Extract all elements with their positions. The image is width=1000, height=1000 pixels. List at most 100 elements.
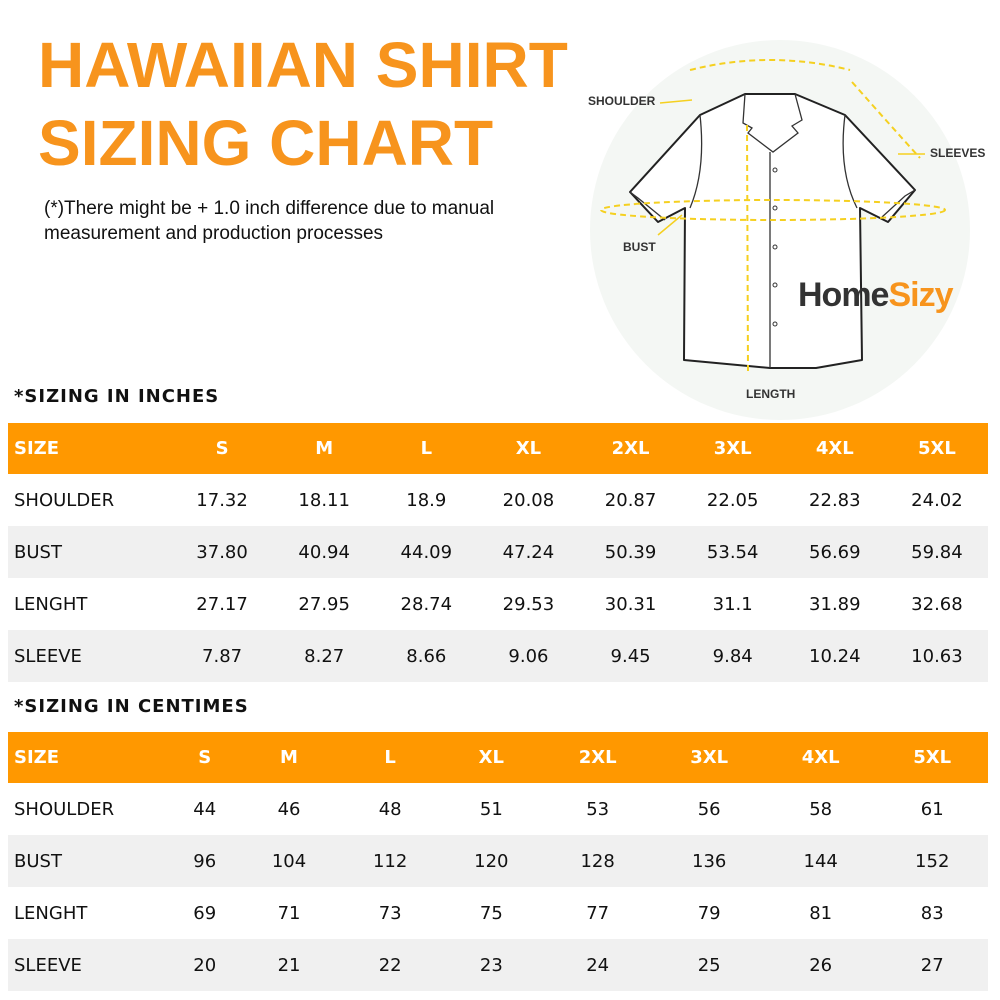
- table-cell: 69: [193, 902, 217, 924]
- table-row: BUST 37.80 40.94 44.09 47.24 50.39 53.54 56.69 5…: [8, 526, 988, 578]
- homesizy-logo: HomeSizy: [798, 276, 954, 314]
- header-size: SIZE: [8, 732, 171, 783]
- table-cell: 27.17: [196, 593, 248, 615]
- table-row: LENGHT 69 71 73 75 77 79 81 83: [8, 887, 988, 939]
- table-cell: 44.09: [375, 526, 478, 578]
- table-cell: 20: [171, 939, 239, 991]
- table-cell: 30.31: [604, 593, 657, 615]
- row-label: SLEEVE: [8, 630, 171, 682]
- table-cell: 120: [440, 835, 542, 887]
- table-cell: 59.84: [885, 526, 988, 578]
- table-cell: 48: [378, 798, 402, 820]
- table-cell: 136: [653, 835, 765, 887]
- header-xl: XL: [477, 423, 580, 474]
- centimeters-table: SIZE S M L XL 2XL 3XL 4XL 5XL SHOULDER 44 46 48 51 53…: [8, 732, 988, 991]
- table-cell: 51: [479, 798, 503, 820]
- table-cell: 152: [876, 835, 988, 887]
- length-label: LENGTH: [746, 387, 796, 401]
- table-cell: 81: [809, 902, 833, 924]
- table-cell: 9.06: [477, 630, 580, 682]
- table-cell: 75: [479, 902, 503, 924]
- measurement-note: (*)There might be + 1.0 inch difference …: [44, 198, 495, 244]
- table-cell: 47.24: [477, 526, 580, 578]
- table-cell: 53: [586, 798, 610, 820]
- table-cell: 56.69: [783, 526, 886, 578]
- table-cell: 96: [171, 835, 239, 887]
- table-cell: 27.95: [298, 593, 350, 615]
- table-cell: 50.39: [579, 526, 682, 578]
- table-cell: 79: [697, 902, 721, 924]
- row-label: BUST: [8, 526, 171, 578]
- table-cell: 9.45: [579, 630, 682, 682]
- header-5xl: 5XL: [885, 423, 988, 474]
- row-label: SHOULDER: [14, 798, 115, 820]
- table-cell: 46: [277, 798, 301, 820]
- table-cell: 20.87: [604, 489, 657, 511]
- table-cell: 22: [339, 939, 441, 991]
- row-label: BUST: [8, 835, 171, 887]
- table-cell: 17.32: [196, 489, 248, 511]
- header-size: SIZE: [8, 423, 171, 474]
- table-row: SHOULDER 44 46 48 51 53 56 58 61: [8, 783, 988, 835]
- table-cell: 128: [541, 835, 654, 887]
- table-cell: 27: [876, 939, 988, 991]
- table-cell: 24: [541, 939, 654, 991]
- table-cell: 37.80: [171, 526, 274, 578]
- header-3xl: 3XL: [681, 423, 784, 474]
- header-l: L: [375, 423, 478, 474]
- table-row: SLEEVE 20 21 22 23 24 25 26 27: [8, 939, 988, 991]
- table-cell: 32.68: [911, 593, 963, 615]
- header-5xl: 5XL: [876, 732, 988, 783]
- shoulder-label: SHOULDER: [588, 94, 656, 108]
- table-cell: 73: [378, 902, 402, 924]
- table-cell: 24.02: [911, 489, 963, 511]
- table-cell: 77: [586, 902, 610, 924]
- table-cell: 10.63: [885, 630, 988, 682]
- table-cell: 20.08: [502, 489, 555, 511]
- table-cell: 61: [920, 798, 944, 820]
- table-cell: 22.05: [706, 489, 759, 511]
- header-l: L: [339, 732, 441, 783]
- table-cell: 53.54: [681, 526, 784, 578]
- table-cell: 23: [440, 939, 542, 991]
- header-m: M: [273, 423, 376, 474]
- table-cell: 10.24: [783, 630, 886, 682]
- table-cell: 104: [238, 835, 340, 887]
- row-label: LENGHT: [14, 593, 88, 615]
- header-m: M: [238, 732, 340, 783]
- table-cell: 31.1: [712, 593, 753, 615]
- table-cell: 9.84: [681, 630, 784, 682]
- table-cell: 112: [339, 835, 441, 887]
- table-header-row: SIZE S M L XL 2XL 3XL 4XL 5XL: [8, 423, 988, 474]
- table-cell: 8.27: [273, 630, 376, 682]
- row-label: LENGHT: [14, 902, 88, 924]
- title-line-2: SIZING CHART: [38, 107, 494, 179]
- table-row: SHOULDER 17.32 18.11 18.9 20.08 20.87 22.05 22.…: [8, 474, 988, 526]
- table-cell: 26: [764, 939, 877, 991]
- table-cell: 8.66: [375, 630, 478, 682]
- table-cell: 144: [764, 835, 877, 887]
- table-row: BUST 96 104 112 120 128 136 144 152: [8, 835, 988, 887]
- table-cell: 18.9: [406, 489, 447, 511]
- row-label: SHOULDER: [14, 489, 115, 511]
- table-cell: 29.53: [502, 593, 555, 615]
- table-row: LENGHT 27.17 27.95 28.74 29.53 30.31 31.1 31.89…: [8, 578, 988, 630]
- table-cell: 58: [809, 798, 833, 820]
- title-line-1: HAWAIIAN SHIRT: [38, 29, 568, 101]
- sleeves-label: SLEEVES: [930, 146, 986, 160]
- table-cell: 44: [193, 798, 217, 820]
- inches-table: SIZE S M L XL 2XL 3XL 4XL 5XL SHOULDER 17.32 18.11…: [8, 423, 988, 682]
- table-cell: 40.94: [273, 526, 376, 578]
- table-cell: 22.83: [809, 489, 861, 511]
- header-2xl: 2XL: [541, 732, 654, 783]
- table-cell: 21: [238, 939, 340, 991]
- row-label: SLEEVE: [8, 939, 171, 991]
- table-cell: 18.11: [298, 489, 350, 511]
- inches-section-title: *SIZING IN INCHES: [14, 386, 220, 407]
- table-cell: 7.87: [171, 630, 274, 682]
- header-3xl: 3XL: [653, 732, 765, 783]
- header-2xl: 2XL: [579, 423, 682, 474]
- table-cell: 83: [920, 902, 944, 924]
- header-s: S: [171, 732, 239, 783]
- bust-label: BUST: [623, 240, 656, 254]
